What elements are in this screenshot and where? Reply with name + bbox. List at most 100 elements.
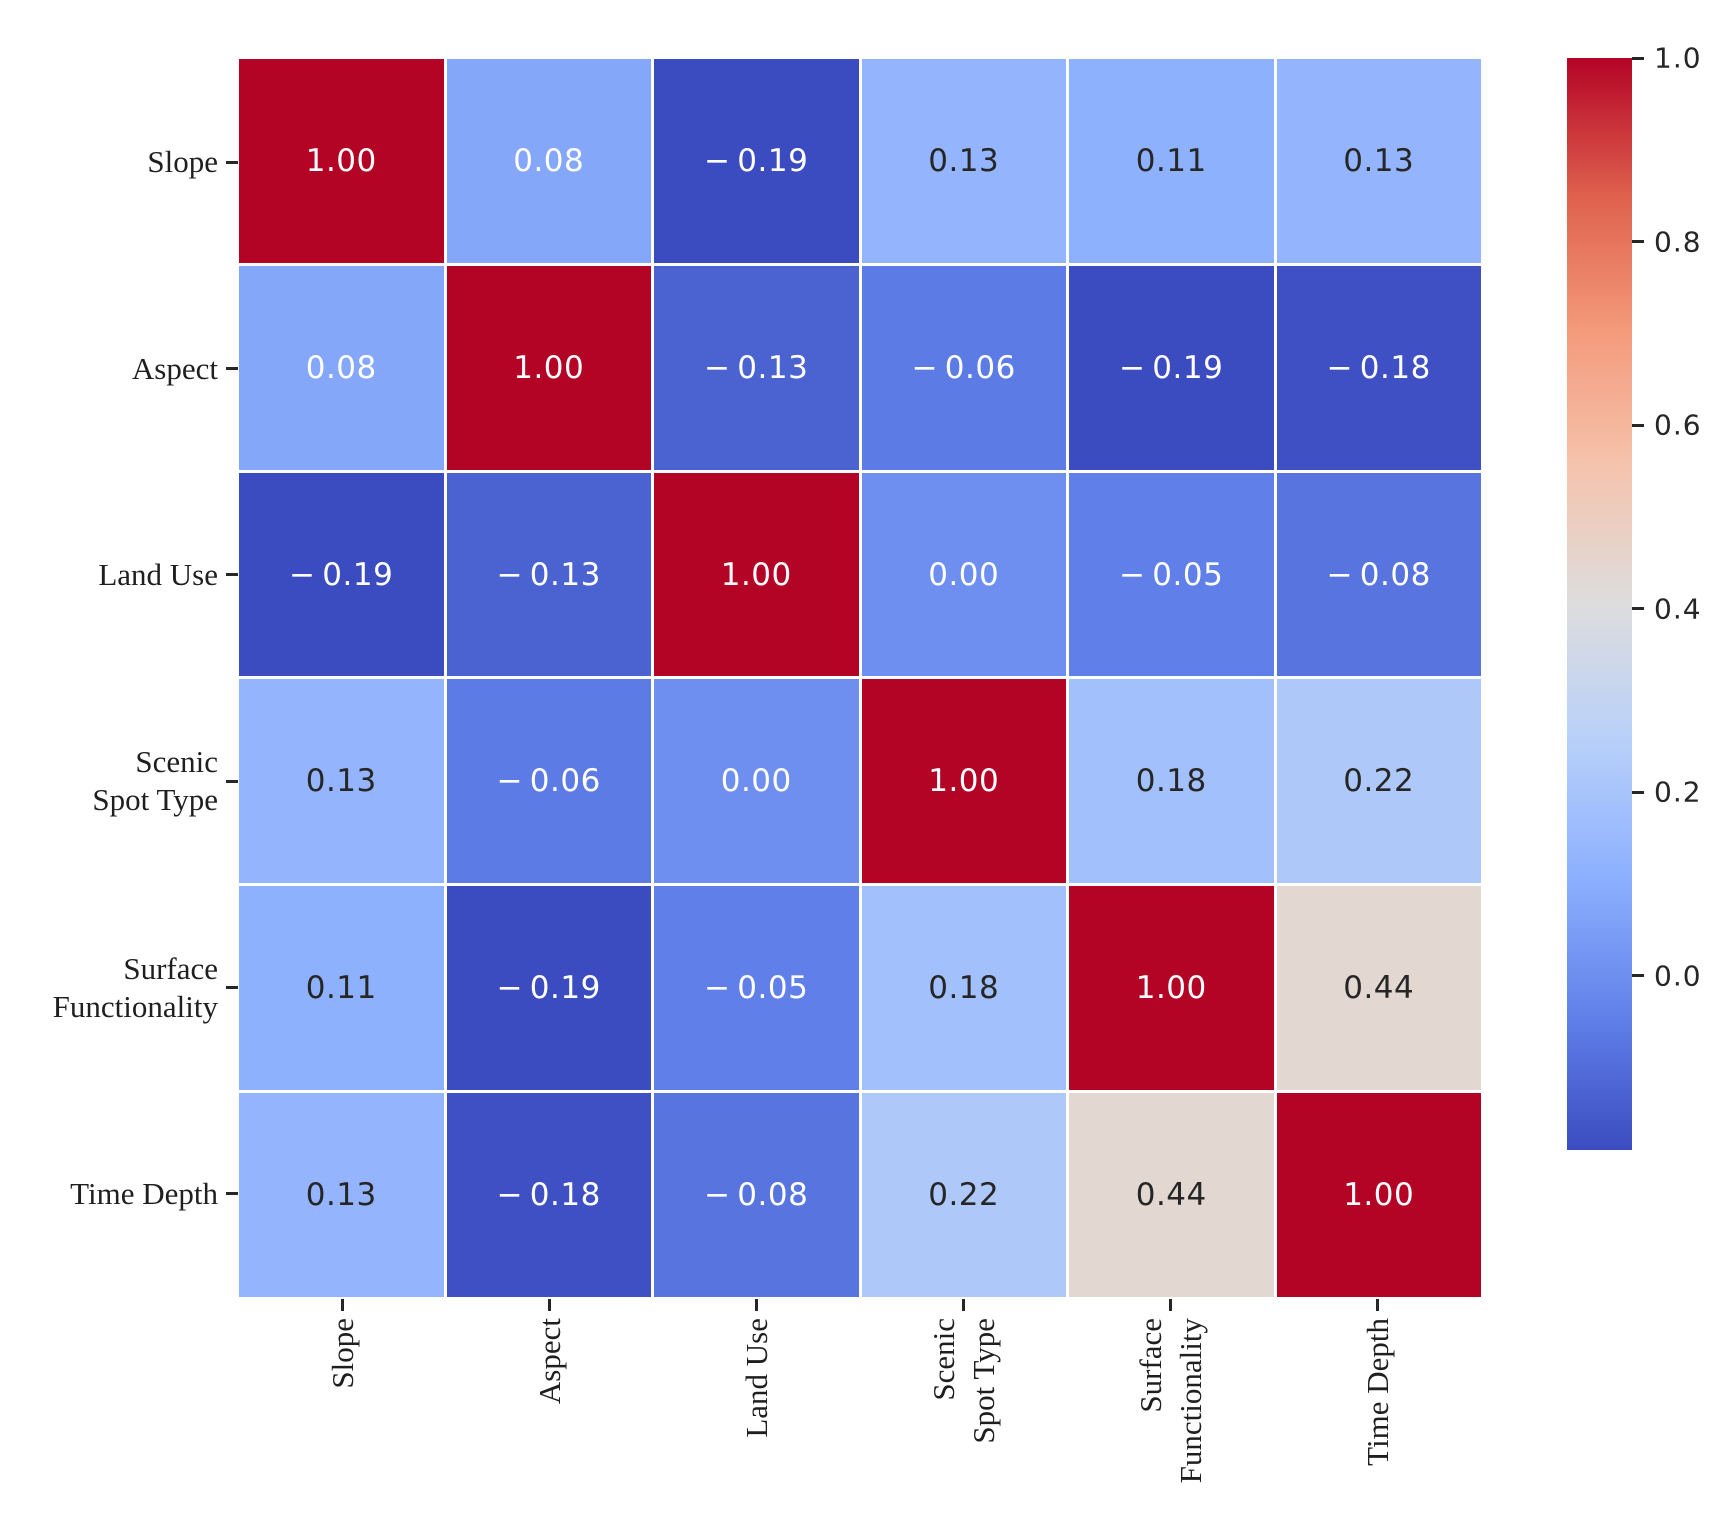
cell-value: − 0.06: [911, 349, 1016, 386]
cell-value: 0.08: [305, 349, 377, 386]
heatmap-cell: − 0.05: [1069, 472, 1274, 677]
cell-value: − 0.13: [496, 556, 601, 593]
heatmap-cell: 0.13: [239, 1093, 444, 1297]
colorbar-tick-label: 1.0: [1654, 41, 1702, 75]
x-tick-mark: [962, 1299, 965, 1311]
cell-value: 0.13: [928, 142, 1000, 179]
cell-value: − 0.05: [1119, 556, 1224, 593]
cell-value: 0.00: [720, 763, 792, 800]
x-axis-label: Land Use: [738, 1318, 774, 1438]
x-tick-mark: [341, 1299, 344, 1311]
heatmap-cell: 0.44: [1276, 886, 1481, 1091]
x-axis-label: Surface Functionality: [1132, 1318, 1208, 1484]
heatmap-cell: − 0.08: [1276, 472, 1481, 677]
cell-value: − 0.05: [704, 970, 809, 1007]
heatmap-cell: 1.00: [239, 59, 444, 263]
y-tick-mark: [226, 367, 238, 370]
heatmap: 1.00 0.08 − 0.19 0.13 0.11 0.13 0.08 1.00 − 0.13…: [239, 59, 1481, 1297]
colorbar-tick-mark: [1632, 790, 1644, 794]
cell-value: − 0.18: [496, 1177, 601, 1214]
heatmap-cell: − 0.13: [446, 472, 651, 677]
x-axis-label: Time Depth: [1359, 1318, 1395, 1466]
heatmap-cell: 0.18: [861, 886, 1066, 1091]
heatmap-cell: 0.13: [239, 679, 444, 884]
cell-value: − 0.19: [496, 970, 601, 1007]
heatmap-cell: 0.00: [654, 679, 859, 884]
y-axis-label: Scenic Spot Type: [92, 744, 218, 818]
colorbar-tick-label: 0.4: [1654, 592, 1702, 626]
heatmap-cell: − 0.08: [654, 1093, 859, 1297]
y-axis-label: Time Depth: [70, 1175, 218, 1211]
cell-value: − 0.08: [704, 1177, 809, 1214]
cell-value: 1.00: [720, 556, 792, 593]
cell-value: 0.13: [305, 1177, 377, 1214]
heatmap-cell: 1.00: [1069, 886, 1274, 1091]
cell-value: 1.00: [928, 763, 1000, 800]
heatmap-cell: 0.11: [239, 886, 444, 1091]
heatmap-cell: − 0.05: [654, 886, 859, 1091]
heatmap-cell: − 0.06: [446, 679, 651, 884]
cell-value: 0.18: [1135, 763, 1207, 800]
cell-value: 0.44: [1343, 970, 1415, 1007]
heatmap-cell: − 0.06: [861, 265, 1066, 470]
cell-value: − 0.08: [1326, 556, 1431, 593]
colorbar-tick-mark: [1632, 56, 1644, 60]
colorbar-tick-label: 0.2: [1654, 775, 1702, 809]
cell-value: 1.00: [305, 142, 377, 179]
heatmap-cell: − 0.18: [1276, 265, 1481, 470]
colorbar-tick-label: 0.8: [1654, 225, 1702, 259]
heatmap-cell: 1.00: [1276, 1093, 1481, 1297]
x-tick-mark: [548, 1299, 551, 1311]
cell-value: 0.11: [305, 970, 377, 1007]
y-tick-mark: [226, 160, 238, 164]
heatmap-cell: 0.44: [1069, 1093, 1274, 1297]
colorbar-tick-label: 0.6: [1654, 408, 1702, 442]
y-axis-label: Aspect: [131, 350, 218, 386]
x-tick-mark: [1169, 1299, 1172, 1311]
heatmap-cell: − 0.19: [446, 886, 651, 1091]
x-tick-mark: [1376, 1299, 1379, 1311]
cell-value: 0.08: [513, 142, 585, 179]
colorbar-tick-mark: [1632, 974, 1644, 978]
x-tick-mark: [755, 1299, 758, 1311]
heatmap-cell: 0.22: [1276, 679, 1481, 884]
heatmap-cell: 0.13: [1276, 59, 1481, 263]
heatmap-cell: 0.18: [1069, 679, 1274, 884]
cell-value: − 0.19: [704, 142, 809, 179]
cell-value: − 0.06: [496, 763, 601, 800]
cell-value: 0.11: [1135, 142, 1207, 179]
colorbar-tick-label: 0.0: [1654, 959, 1702, 993]
cell-value: − 0.19: [289, 556, 394, 593]
cell-value: 0.18: [928, 970, 1000, 1007]
x-axis-label: Scenic Spot Type: [925, 1318, 1001, 1444]
cell-value: 1.00: [513, 349, 585, 386]
y-tick-mark: [226, 573, 238, 577]
heatmap-cell: 0.00: [861, 472, 1066, 677]
y-axis-label: Slope: [147, 144, 218, 180]
cell-value: 1.00: [1343, 1177, 1415, 1214]
heatmap-cell: − 0.19: [1069, 265, 1274, 470]
y-tick-mark: [226, 779, 238, 783]
x-axis-label: Aspect: [531, 1318, 567, 1405]
cell-value: − 0.19: [1119, 349, 1224, 386]
heatmap-cell: 0.11: [1069, 59, 1274, 263]
heatmap-cell: − 0.18: [446, 1093, 651, 1297]
y-axis-label: Land Use: [98, 556, 218, 592]
heatmap-cell: 1.00: [446, 265, 651, 470]
x-axis-label: Slope: [324, 1318, 360, 1389]
heatmap-cell: − 0.19: [239, 472, 444, 677]
cell-value: 0.44: [1135, 1177, 1207, 1214]
colorbar-tick-mark: [1632, 423, 1644, 427]
cell-value: 0.22: [1343, 763, 1415, 800]
colorbar-tick-mark: [1632, 607, 1644, 611]
cell-value: − 0.18: [1326, 349, 1431, 386]
y-tick-mark: [226, 986, 238, 989]
colorbar-gradient: [1567, 58, 1632, 1150]
colorbar-tick-mark: [1632, 240, 1644, 244]
heatmap-cell: − 0.13: [654, 265, 859, 470]
heatmap-cell: − 0.19: [654, 59, 859, 263]
y-axis-label: Surface Functionality: [52, 950, 218, 1024]
heatmap-cell: 1.00: [861, 679, 1066, 884]
heatmap-cell: 0.08: [446, 59, 651, 263]
